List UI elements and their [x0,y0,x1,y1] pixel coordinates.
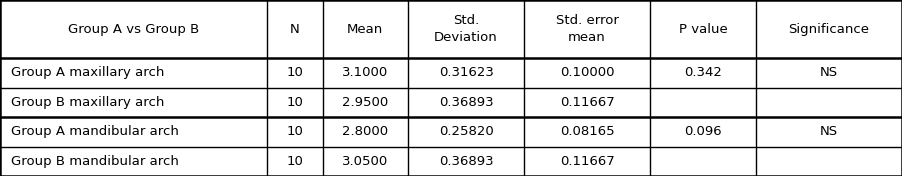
Text: Group A mandibular arch: Group A mandibular arch [11,125,179,138]
Text: NS: NS [820,66,838,79]
Text: N: N [290,23,299,36]
Text: Group B mandibular arch: Group B mandibular arch [11,155,179,168]
Text: 0.31623: 0.31623 [438,66,493,79]
Text: 10: 10 [286,66,303,79]
Text: 3.0500: 3.0500 [342,155,389,168]
Text: 0.096: 0.096 [684,125,722,138]
Text: Group A maxillary arch: Group A maxillary arch [11,66,164,79]
Text: 10: 10 [286,155,303,168]
Text: 0.10000: 0.10000 [560,66,614,79]
Text: 0.25820: 0.25820 [438,125,493,138]
Text: 2.9500: 2.9500 [342,96,389,109]
Text: Significance: Significance [788,23,870,36]
Text: Mean: Mean [347,23,383,36]
Text: 0.11667: 0.11667 [559,96,614,109]
Text: P value: P value [678,23,727,36]
Text: 2.8000: 2.8000 [342,125,389,138]
Text: 10: 10 [286,125,303,138]
Text: 0.36893: 0.36893 [438,96,493,109]
Text: Group B maxillary arch: Group B maxillary arch [11,96,164,109]
Text: Std.
Deviation: Std. Deviation [434,14,498,44]
Text: 10: 10 [286,96,303,109]
Text: 0.11667: 0.11667 [559,155,614,168]
Text: 3.1000: 3.1000 [342,66,389,79]
Text: Group A vs Group B: Group A vs Group B [68,23,199,36]
Text: NS: NS [820,125,838,138]
Text: 0.08165: 0.08165 [560,125,614,138]
Text: 0.36893: 0.36893 [438,155,493,168]
Text: Std. error
mean: Std. error mean [556,14,619,44]
Text: 0.342: 0.342 [684,66,722,79]
